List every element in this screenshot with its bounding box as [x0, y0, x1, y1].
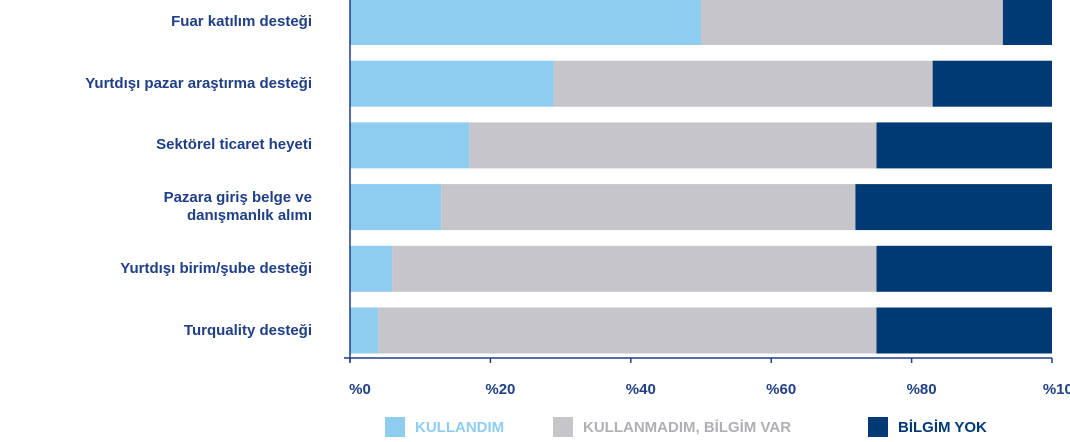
legend-swatch [868, 417, 888, 437]
bar-segment [350, 245, 393, 292]
bar-segment [876, 307, 1052, 354]
legend-label: BİLGİM YOK [898, 419, 987, 436]
bar-segment [441, 184, 856, 231]
category-label: Sektörel ticaret heyeti [156, 136, 312, 154]
legend-label: KULLANMADIM, BİLGİM VAR [583, 419, 791, 436]
legend-label: KULLANDIM [415, 419, 504, 436]
bar-segment [350, 0, 701, 45]
legend-swatch [553, 417, 573, 437]
category-label: Turquality desteği [183, 321, 312, 339]
x-tick-label: %0 [349, 381, 371, 398]
x-tick-label: %60 [766, 381, 796, 398]
legend-swatch [385, 417, 405, 437]
bar-segment [469, 122, 877, 169]
x-tick-label: %80 [907, 381, 937, 398]
bar-segment [932, 60, 1052, 107]
category-label: Fuar katılım desteği [171, 13, 312, 30]
bar-segment [1002, 0, 1052, 45]
category-label: Pazara giriş belge ve danışmanlık alımı [163, 189, 312, 225]
x-tick-label: %40 [626, 381, 656, 398]
bar-segment [350, 60, 554, 107]
bar-segment [876, 122, 1052, 169]
bar-segment [855, 184, 1052, 231]
bar-segment [553, 60, 933, 107]
bar-segment [350, 307, 379, 354]
bar-segment [378, 307, 877, 354]
bar-segment [876, 245, 1052, 292]
bar-segment [350, 122, 470, 169]
bar-segment [701, 0, 1003, 45]
bar-segment [392, 245, 877, 292]
bar-segment [350, 184, 442, 231]
x-tick-label: %100 [1043, 381, 1070, 398]
x-tick-label: %20 [485, 381, 515, 398]
category-label: Yurtdışı pazar araştırma desteği [85, 74, 312, 92]
category-label: Yurtdışı birim/şube desteği [120, 259, 312, 277]
